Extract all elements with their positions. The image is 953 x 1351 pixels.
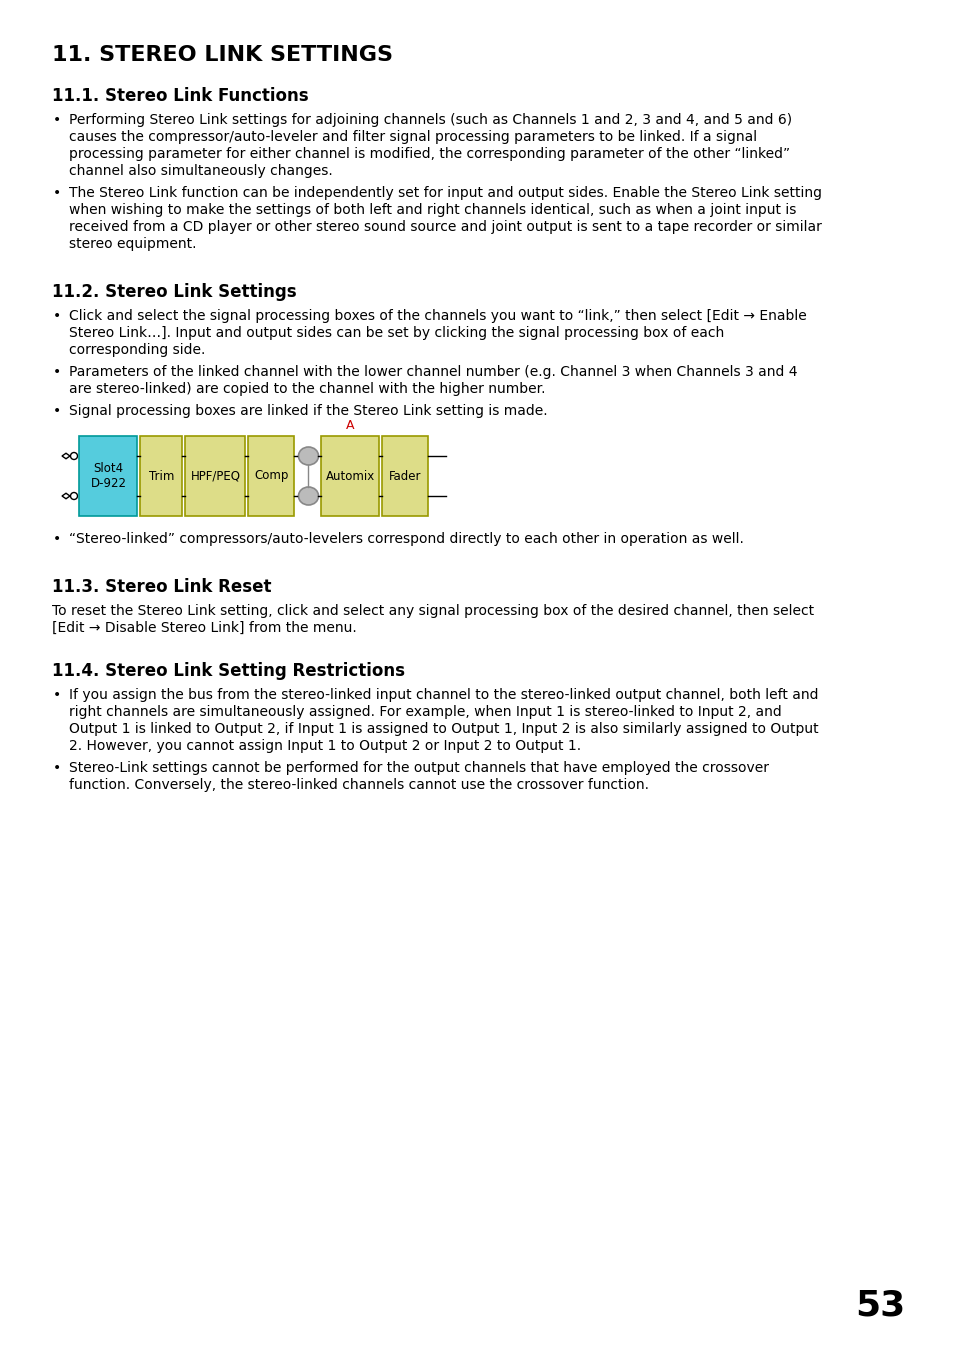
Text: To reset the Stereo Link setting, click and select any signal processing box of : To reset the Stereo Link setting, click … <box>52 604 813 617</box>
Text: •: • <box>53 113 61 127</box>
Text: 2. However, you cannot assign Input 1 to Output 2 or Input 2 to Output 1.: 2. However, you cannot assign Input 1 to… <box>69 739 580 753</box>
Text: when wishing to make the settings of both left and right channels identical, suc: when wishing to make the settings of bot… <box>69 203 796 218</box>
Text: “Stereo-linked” compressors/auto-levelers correspond directly to each other in o: “Stereo-linked” compressors/auto-leveler… <box>69 532 743 546</box>
Text: If you assign the bus from the stereo-linked input channel to the stereo-linked : If you assign the bus from the stereo-li… <box>69 688 818 703</box>
Text: channel also simultaneously changes.: channel also simultaneously changes. <box>69 163 333 178</box>
Ellipse shape <box>298 447 318 465</box>
Text: •: • <box>53 532 61 546</box>
Text: [Edit → Disable Stereo Link] from the menu.: [Edit → Disable Stereo Link] from the me… <box>52 621 356 635</box>
Ellipse shape <box>298 486 318 505</box>
Text: causes the compressor/auto-leveler and filter signal processing parameters to be: causes the compressor/auto-leveler and f… <box>69 130 757 145</box>
Text: Comp: Comp <box>254 470 289 482</box>
Text: right channels are simultaneously assigned. For example, when Input 1 is stereo-: right channels are simultaneously assign… <box>69 705 781 719</box>
Text: corresponding side.: corresponding side. <box>69 343 205 357</box>
Text: Trim: Trim <box>149 470 174 482</box>
Text: Fader: Fader <box>389 470 421 482</box>
FancyBboxPatch shape <box>140 436 182 516</box>
Text: Stereo Link…]. Input and output sides can be set by clicking the signal processi: Stereo Link…]. Input and output sides ca… <box>69 326 723 340</box>
FancyBboxPatch shape <box>382 436 428 516</box>
Text: received from a CD player or other stereo sound source and joint output is sent : received from a CD player or other stere… <box>69 220 821 234</box>
Text: •: • <box>53 309 61 323</box>
Text: function. Conversely, the stereo-linked channels cannot use the crossover functi: function. Conversely, the stereo-linked … <box>69 778 648 792</box>
Text: processing parameter for either channel is modified, the corresponding parameter: processing parameter for either channel … <box>69 147 789 161</box>
Text: A: A <box>346 419 355 432</box>
Text: Automix: Automix <box>326 470 375 482</box>
Text: •: • <box>53 404 61 417</box>
Text: stereo equipment.: stereo equipment. <box>69 236 196 251</box>
Text: Performing Stereo Link settings for adjoining channels (such as Channels 1 and 2: Performing Stereo Link settings for adjo… <box>69 113 791 127</box>
Text: are stereo-linked) are copied to the channel with the higher number.: are stereo-linked) are copied to the cha… <box>69 382 545 396</box>
FancyBboxPatch shape <box>185 436 245 516</box>
FancyBboxPatch shape <box>321 436 379 516</box>
Text: Click and select the signal processing boxes of the channels you want to “link,”: Click and select the signal processing b… <box>69 309 806 323</box>
Text: •: • <box>53 761 61 775</box>
Text: 11. STEREO LINK SETTINGS: 11. STEREO LINK SETTINGS <box>52 45 393 65</box>
Text: Parameters of the linked channel with the lower channel number (e.g. Channel 3 w: Parameters of the linked channel with th… <box>69 365 797 380</box>
Text: Stereo-Link settings cannot be performed for the output channels that have emplo: Stereo-Link settings cannot be performed… <box>69 761 768 775</box>
Text: Slot4
D-922: Slot4 D-922 <box>91 462 127 490</box>
Text: •: • <box>53 186 61 200</box>
Text: 11.2. Stereo Link Settings: 11.2. Stereo Link Settings <box>52 282 296 301</box>
FancyBboxPatch shape <box>248 436 294 516</box>
Text: HPF/PEQ: HPF/PEQ <box>191 470 240 482</box>
Text: 53: 53 <box>854 1288 904 1323</box>
Text: •: • <box>53 365 61 380</box>
FancyBboxPatch shape <box>79 436 137 516</box>
Text: 11.3. Stereo Link Reset: 11.3. Stereo Link Reset <box>52 578 272 596</box>
Text: 11.1. Stereo Link Functions: 11.1. Stereo Link Functions <box>52 86 309 105</box>
Text: The Stereo Link function can be independently set for input and output sides. En: The Stereo Link function can be independ… <box>69 186 821 200</box>
Text: Signal processing boxes are linked if the Stereo Link setting is made.: Signal processing boxes are linked if th… <box>69 404 547 417</box>
Text: 11.4. Stereo Link Setting Restrictions: 11.4. Stereo Link Setting Restrictions <box>52 662 405 680</box>
Text: Output 1 is linked to Output 2, if Input 1 is assigned to Output 1, Input 2 is a: Output 1 is linked to Output 2, if Input… <box>69 721 818 736</box>
Text: •: • <box>53 688 61 703</box>
